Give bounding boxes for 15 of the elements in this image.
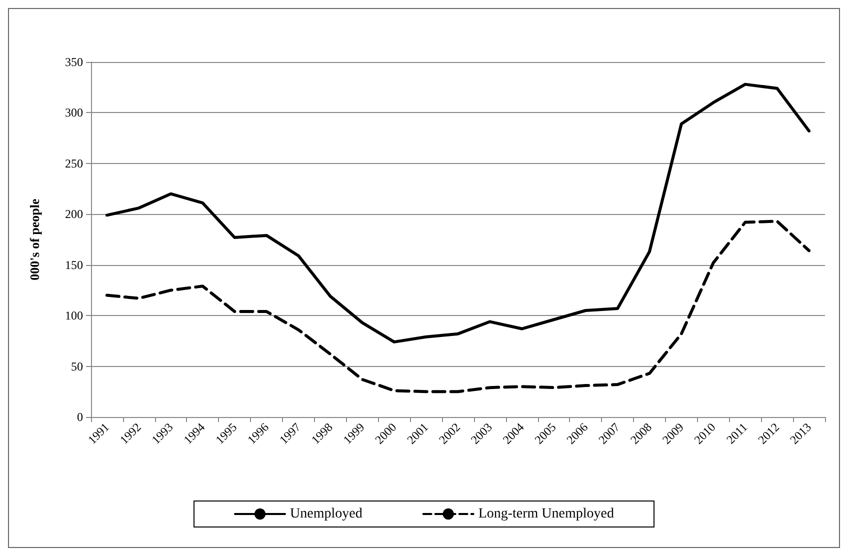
y-axis-title: 000's of people: [27, 198, 42, 280]
y-tick-label: 350: [65, 55, 83, 69]
y-tick-label: 250: [65, 156, 83, 170]
y-tick-label: 200: [65, 207, 83, 222]
line-series: [105, 220, 811, 394]
line-series: [105, 82, 811, 344]
legend-label: Unemployed: [290, 506, 362, 522]
x-tick-label: 2011: [724, 420, 750, 447]
y-tick-label: 100: [65, 308, 83, 323]
y-tick-label: 150: [65, 258, 83, 272]
y-tick-label: 50: [71, 359, 83, 374]
x-tick-label: 1991: [85, 420, 112, 447]
legend-label: Long-term Unemployed: [478, 506, 614, 522]
y-tick-label: 300: [65, 106, 83, 120]
y-tick-label: 0: [77, 410, 83, 424]
